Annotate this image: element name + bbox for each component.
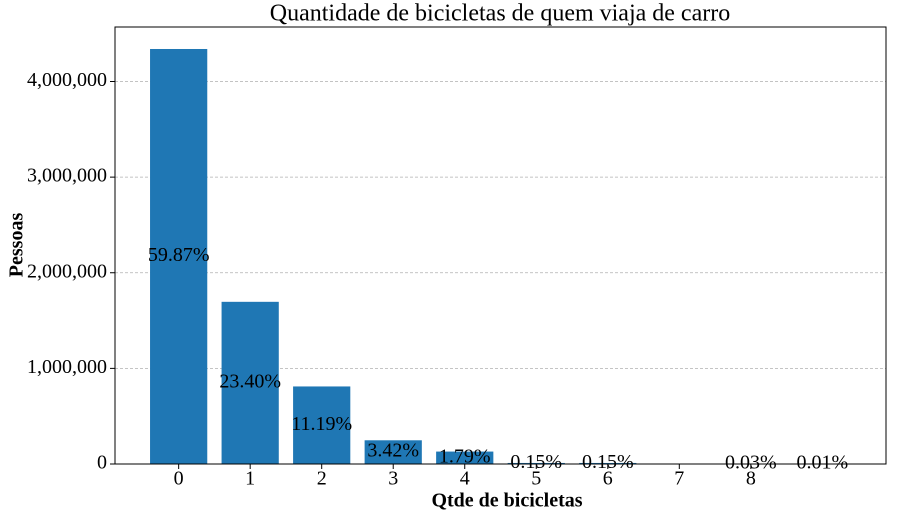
chart-title: Quantidade de bicicletas de quem viaja d… — [270, 1, 730, 27]
x-tick-label: 0 — [174, 468, 184, 490]
bar-annotation: 0.15% — [582, 451, 634, 473]
x-tick-label: 7 — [674, 468, 684, 490]
x-tick-label: 4 — [460, 468, 470, 490]
x-tick-label: 5 — [531, 468, 541, 490]
y-tick-label: 4,000,000 — [27, 69, 107, 91]
bar — [507, 462, 565, 464]
x-tick-label: 2 — [317, 468, 327, 490]
bar-annotation: 59.87% — [148, 244, 210, 266]
bar — [221, 301, 279, 464]
bar-annotation: 11.19% — [291, 413, 352, 435]
x-tick-label: 6 — [603, 468, 613, 490]
plot-frame — [114, 26, 887, 465]
bar — [436, 451, 494, 464]
y-tick-label: 0 — [97, 452, 107, 474]
bar — [293, 386, 351, 464]
bar-annotation: 0.01% — [797, 452, 849, 474]
bar-annotation: 1.79% — [439, 445, 491, 467]
y-tick-label: 1,000,000 — [27, 356, 107, 378]
bar-annotation: 0.15% — [510, 451, 562, 473]
bar — [579, 462, 637, 464]
y-tick-label: 3,000,000 — [27, 165, 107, 187]
x-tick-label: 3 — [388, 468, 398, 490]
y-tick-label: 2,000,000 — [27, 260, 107, 282]
bar — [150, 48, 208, 464]
x-tick-label: 1 — [245, 468, 255, 490]
bar — [364, 440, 422, 464]
bar-annotation: 0.03% — [725, 451, 777, 473]
y-axis-label: Pessoas — [6, 213, 28, 278]
x-axis-label: Qtde de bicicletas — [431, 490, 582, 512]
bar-annotation: 3.42% — [367, 440, 419, 462]
bar-annotation: 23.40% — [219, 371, 281, 393]
x-tick-label: 8 — [746, 468, 756, 490]
